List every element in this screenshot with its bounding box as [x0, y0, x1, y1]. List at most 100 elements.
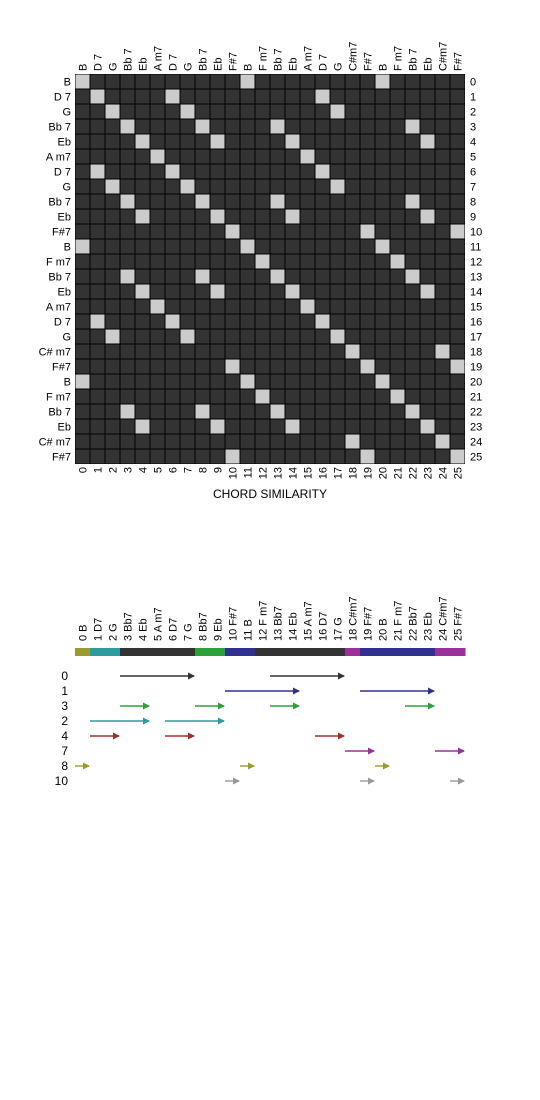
matrix-cell [405, 419, 420, 434]
matrix-cell [90, 194, 105, 209]
matrix-column-index: 11 [243, 467, 255, 478]
matrix-cell [255, 434, 270, 449]
matrix-cell [270, 209, 285, 224]
matrix-cell [360, 344, 375, 359]
timeline-chord-label: 17 G [333, 617, 345, 641]
matrix-cell [300, 329, 315, 344]
matrix-row-index: 21 [470, 392, 482, 404]
matrix-cell [150, 314, 165, 329]
matrix-cell [120, 404, 135, 419]
matrix-cell [330, 404, 345, 419]
matrix-cell [330, 74, 345, 89]
matrix-cell [405, 134, 420, 149]
matrix-cell [315, 134, 330, 149]
matrix-cell [285, 419, 300, 434]
matrix-cell [300, 194, 315, 209]
matrix-row-label: Bb 7 [48, 122, 71, 134]
matrix-cell [120, 194, 135, 209]
timeline-chord-label: 14 Eb [288, 612, 300, 641]
matrix-cell [285, 404, 300, 419]
matrix-cell [180, 134, 195, 149]
colorbar-segment [360, 648, 376, 656]
matrix-cell [210, 329, 225, 344]
matrix-cell [150, 284, 165, 299]
matrix-column-index: 6 [168, 467, 180, 473]
matrix-cell [210, 149, 225, 164]
matrix-cell [90, 149, 105, 164]
matrix-cell [225, 149, 240, 164]
matrix-cell [150, 254, 165, 269]
matrix-cell [345, 119, 360, 134]
matrix-cell [210, 194, 225, 209]
matrix-cell [270, 434, 285, 449]
matrix-cell [90, 374, 105, 389]
matrix-cell [255, 104, 270, 119]
matrix-cell [90, 224, 105, 239]
matrix-cell [165, 299, 180, 314]
matrix-row-label: B [64, 77, 71, 89]
matrix-cell [375, 179, 390, 194]
matrix-cell [390, 314, 405, 329]
matrix-cell [450, 284, 465, 299]
matrix-cell [210, 344, 225, 359]
matrix-cell [150, 299, 165, 314]
matrix-cell [75, 74, 90, 89]
matrix-cell [360, 179, 375, 194]
matrix-cell [360, 254, 375, 269]
timeline-chord-label: 19 F#7 [363, 607, 375, 641]
matrix-cell [375, 119, 390, 134]
matrix-cell [420, 239, 435, 254]
matrix-cell [180, 164, 195, 179]
timeline-chord-label: 4 Eb [138, 618, 150, 641]
matrix-row-label: F m7 [46, 257, 71, 269]
matrix-column-label: Bb 7 [123, 48, 135, 71]
matrix-cell [345, 164, 360, 179]
matrix-column-label: F m7 [258, 46, 270, 71]
matrix-cell [300, 389, 315, 404]
matrix-cell [240, 119, 255, 134]
timeline-chord-label: 5 A m7 [153, 607, 165, 641]
matrix-cell [375, 149, 390, 164]
matrix-cell [390, 434, 405, 449]
matrix-cell [450, 104, 465, 119]
matrix-cell [450, 374, 465, 389]
matrix-cell [195, 74, 210, 89]
matrix-column-label: Bb 7 [408, 48, 420, 71]
matrix-cell [195, 329, 210, 344]
matrix-cell [255, 224, 270, 239]
matrix-cell [225, 404, 240, 419]
matrix-cell [375, 389, 390, 404]
matrix-cell [300, 299, 315, 314]
matrix-row-index: 10 [470, 227, 482, 239]
matrix-cell [195, 449, 210, 464]
matrix-row-index: 18 [470, 347, 482, 359]
matrix-cell [255, 254, 270, 269]
matrix-column-index: 22 [408, 467, 420, 479]
matrix-cell [105, 164, 120, 179]
matrix-cell [405, 89, 420, 104]
matrix-cell [450, 269, 465, 284]
matrix-cell [120, 299, 135, 314]
matrix-cell [180, 254, 195, 269]
matrix-cell [300, 254, 315, 269]
matrix-cell [285, 179, 300, 194]
matrix-cell [210, 269, 225, 284]
colorbar-segment [90, 648, 106, 656]
matrix-cell [120, 104, 135, 119]
matrix-cell [255, 179, 270, 194]
matrix-row-index: 17 [470, 332, 482, 344]
matrix-cell [420, 374, 435, 389]
matrix-column-index: 13 [273, 467, 285, 479]
timeline-row-label: 10 [55, 774, 69, 788]
matrix-cell [225, 359, 240, 374]
matrix-cell [210, 224, 225, 239]
colorbar-segment [315, 648, 331, 656]
matrix-row-label: D 7 [54, 92, 71, 104]
matrix-cell [435, 179, 450, 194]
matrix-cell [240, 224, 255, 239]
matrix-cell [315, 104, 330, 119]
matrix-cell [180, 299, 195, 314]
matrix-cell [390, 209, 405, 224]
matrix-cell [195, 404, 210, 419]
matrix-cell [240, 239, 255, 254]
